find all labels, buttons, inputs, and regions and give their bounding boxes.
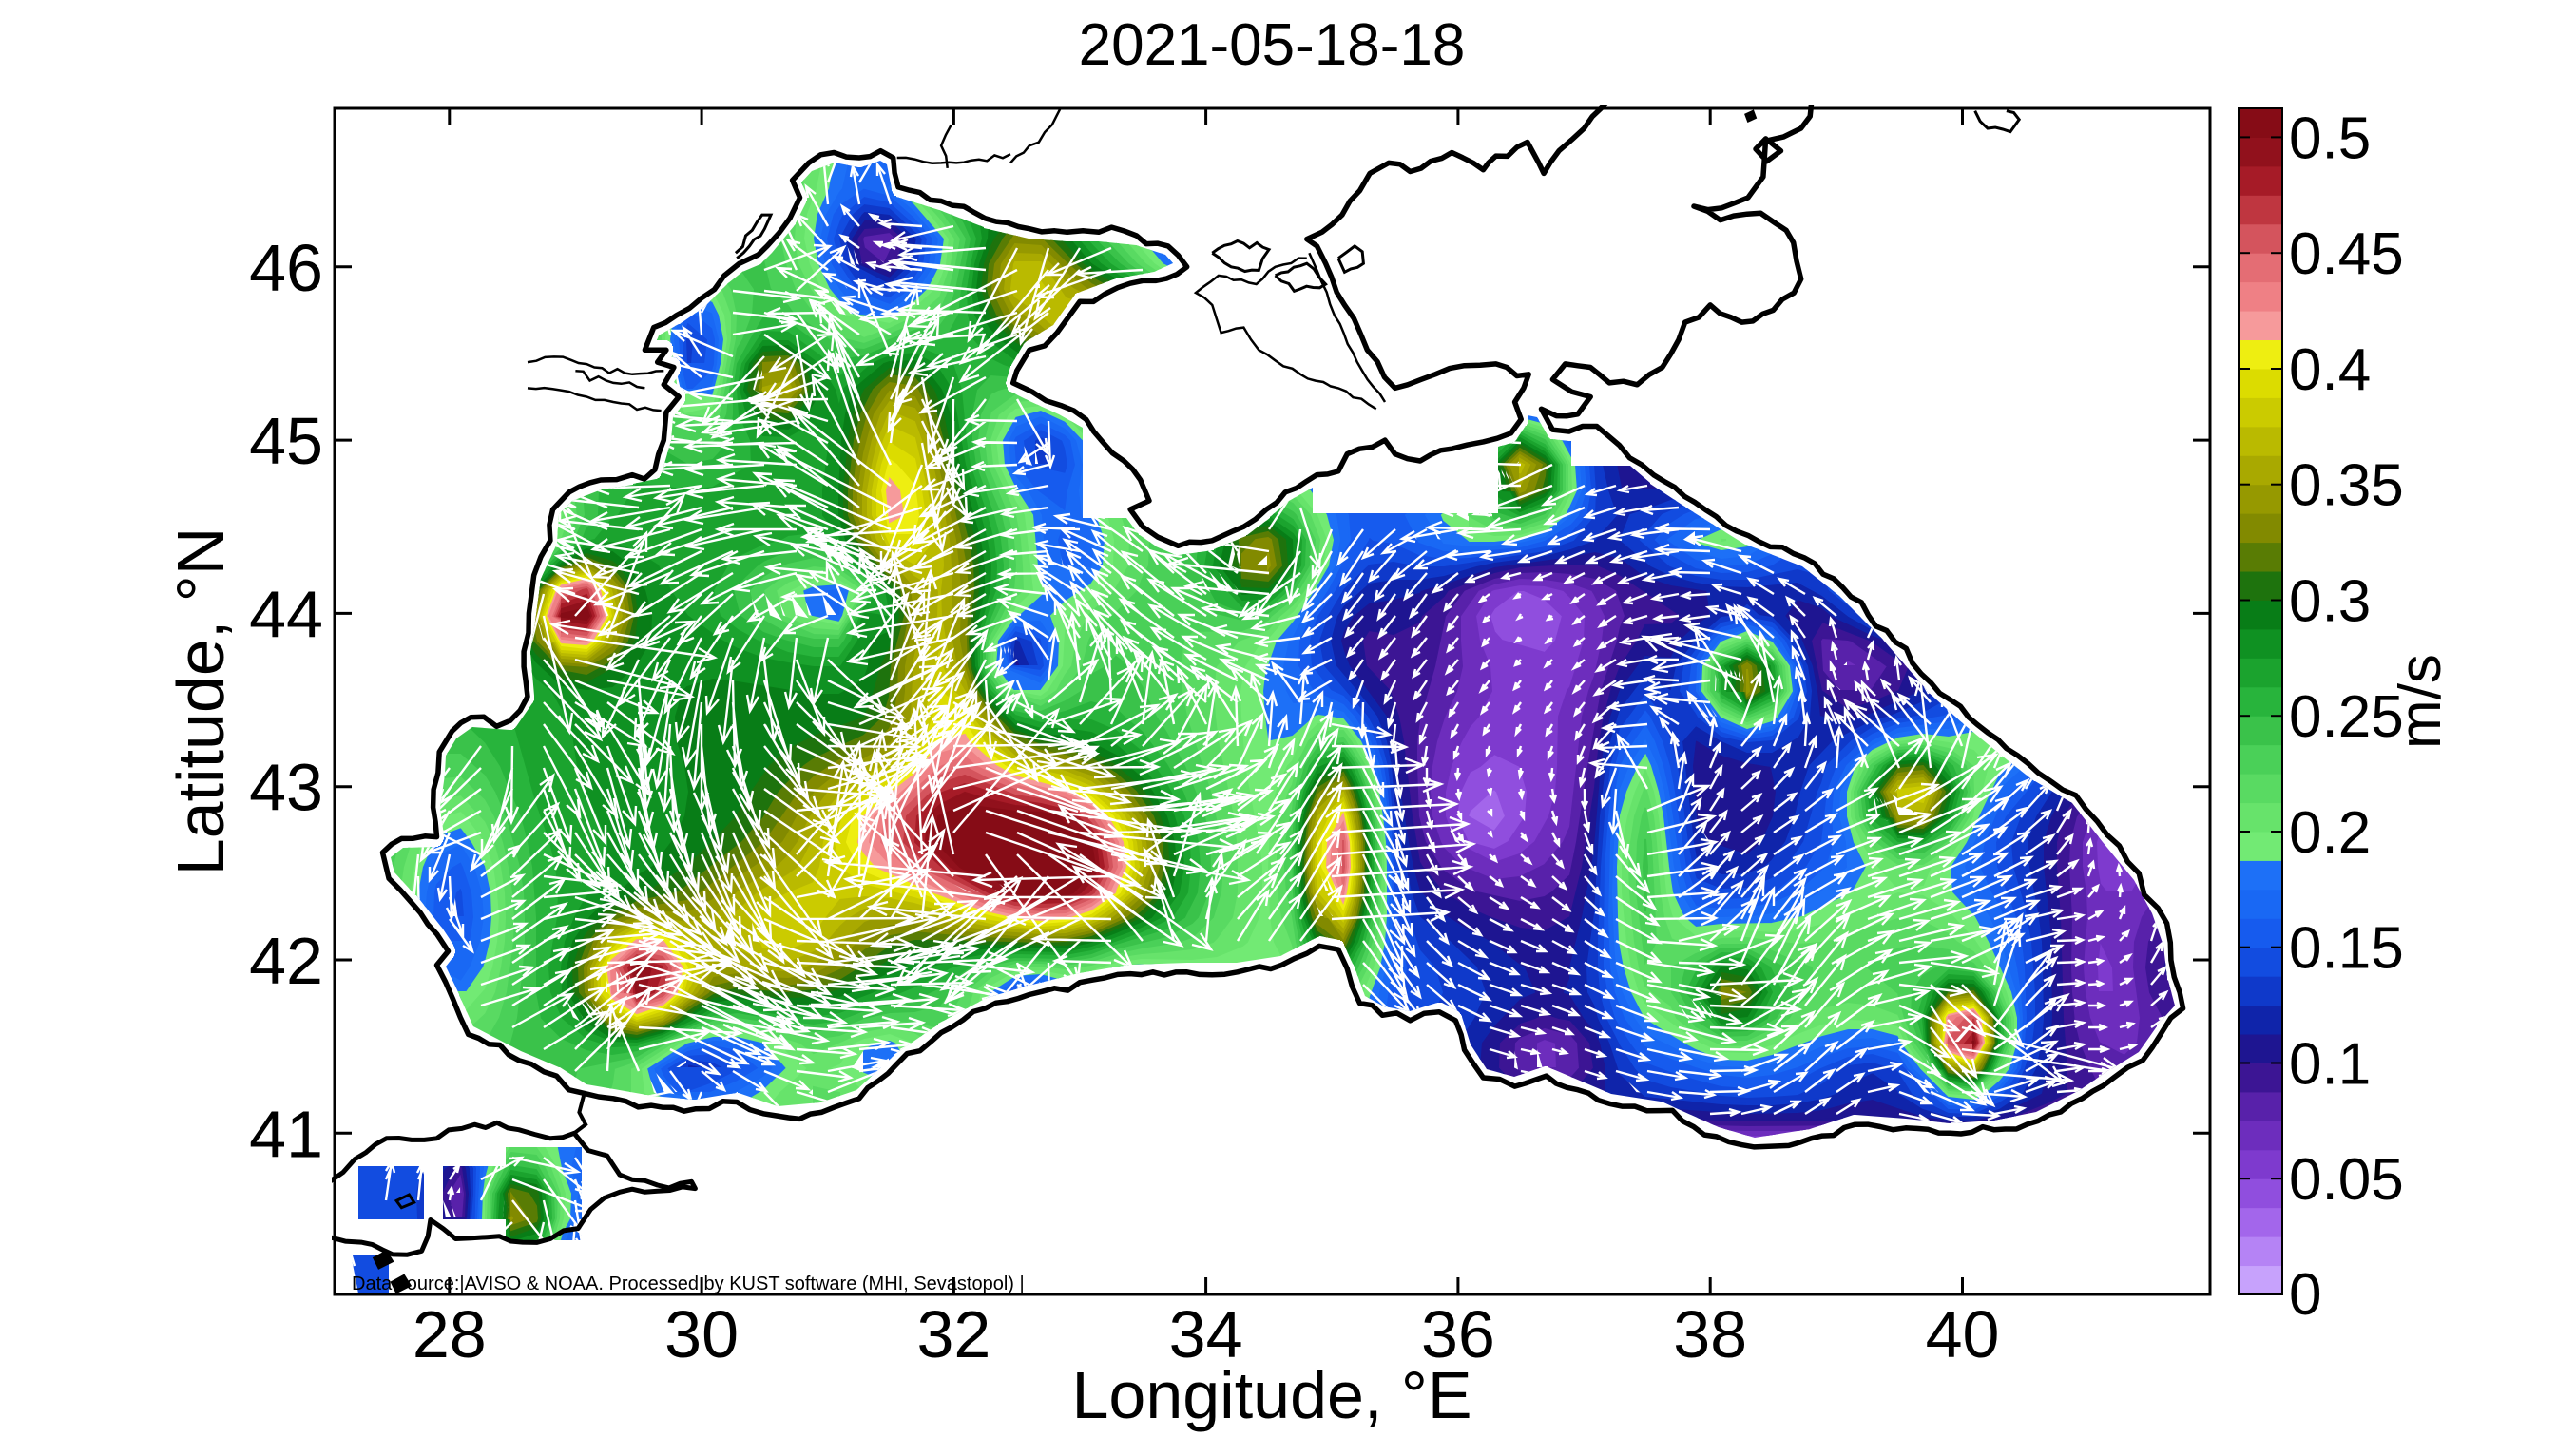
- svg-text:46: 46: [249, 231, 323, 305]
- svg-text:0.35: 0.35: [2289, 453, 2404, 519]
- svg-text:0.05: 0.05: [2289, 1147, 2404, 1213]
- svg-text:0.2: 0.2: [2289, 800, 2371, 866]
- svg-text:43: 43: [249, 751, 323, 825]
- svg-text:Longitude, °E: Longitude, °E: [1071, 1358, 1471, 1432]
- svg-text:0.4: 0.4: [2289, 337, 2371, 403]
- svg-text:0.5: 0.5: [2289, 105, 2371, 171]
- svg-text:44: 44: [249, 577, 323, 651]
- svg-text:32: 32: [916, 1297, 990, 1371]
- svg-text:28: 28: [413, 1297, 487, 1371]
- svg-text:30: 30: [664, 1297, 739, 1371]
- svg-text:Latitude, °N: Latitude, °N: [163, 527, 238, 876]
- svg-text:40: 40: [1926, 1297, 2000, 1371]
- svg-text:0.1: 0.1: [2289, 1032, 2371, 1098]
- svg-text:36: 36: [1421, 1297, 1495, 1371]
- svg-text:m/s: m/s: [2388, 654, 2453, 749]
- svg-text:41: 41: [249, 1097, 323, 1171]
- svg-text:38: 38: [1673, 1297, 1747, 1371]
- svg-text:0.15: 0.15: [2289, 916, 2404, 982]
- svg-text:0: 0: [2289, 1262, 2321, 1328]
- svg-text:45: 45: [249, 404, 323, 478]
- svg-text:0.45: 0.45: [2289, 221, 2404, 287]
- svg-text:42: 42: [249, 924, 323, 998]
- svg-text:0.25: 0.25: [2289, 684, 2404, 750]
- svg-text:0.3: 0.3: [2289, 569, 2371, 635]
- svg-text:Data source:|AVISO & NOAA. Pro: Data source:|AVISO & NOAA. Processed by …: [352, 1274, 1025, 1294]
- svg-text:34: 34: [1169, 1297, 1243, 1371]
- svg-text:2021-05-18-18: 2021-05-18-18: [1079, 12, 1466, 78]
